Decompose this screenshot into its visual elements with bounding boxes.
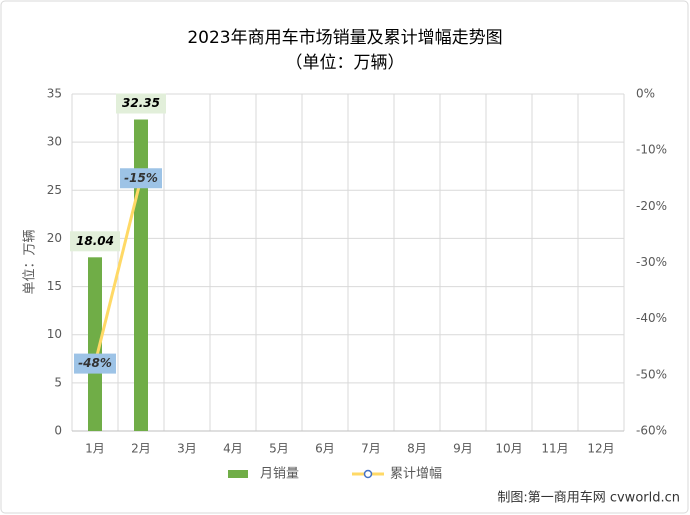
y2-tick-label: -60% [636, 424, 667, 438]
x-tick-label: 5月 [269, 442, 289, 456]
y-tick-label: 25 [47, 183, 62, 197]
legend-label: 累计增幅 [390, 467, 442, 482]
x-tick-label: 2月 [131, 442, 151, 456]
y-tick-label: 30 [47, 135, 62, 149]
y2-tick-label: -10% [636, 143, 667, 157]
y-axis-label: 单位：万辆 [23, 229, 38, 294]
x-tick-label: 11月 [541, 442, 568, 456]
y2-tick-label: -30% [636, 255, 667, 269]
line-label: -15% [124, 171, 158, 185]
x-tick-label: 1月 [85, 442, 105, 456]
legend-marker [363, 469, 373, 479]
bar [134, 119, 148, 431]
legend-label: 月销量 [260, 467, 299, 482]
legend-swatch [228, 470, 248, 478]
x-tick-label: 8月 [407, 442, 427, 456]
chart-subtitle: （单位：万辆） [286, 53, 405, 73]
y-tick-label: 0 [54, 424, 62, 438]
y-tick-label: 10 [47, 327, 62, 341]
bar [88, 257, 102, 431]
line-label-bg [74, 353, 116, 374]
y2-tick-label: -40% [636, 311, 667, 325]
bar-label-bg [70, 231, 120, 252]
line-label-bg [120, 168, 162, 189]
y2-tick-label: -50% [636, 367, 667, 381]
y-tick-label: 15 [47, 279, 62, 293]
x-tick-label: 4月 [223, 442, 243, 456]
x-tick-label: 10月 [495, 442, 522, 456]
source: 制图:第一商用车网 cvworld.cn [497, 490, 680, 506]
y2-tick-label: -20% [636, 199, 667, 213]
y-tick-label: 35 [47, 87, 62, 101]
x-tick-label: 12月 [587, 442, 614, 456]
y-tick-label: 5 [54, 375, 62, 389]
x-tick-label: 7月 [361, 442, 381, 456]
y2-tick-label: 0% [636, 87, 655, 101]
chart-title: 2023年商用车市场销量及累计增幅走势图 [187, 28, 502, 48]
line [93, 177, 143, 364]
line-label: -48% [78, 356, 112, 370]
bar-label: 32.35 [122, 96, 160, 110]
bar-label-bg [116, 93, 166, 114]
x-tick-label: 9月 [453, 442, 473, 456]
x-tick-label: 6月 [315, 442, 335, 456]
bar-label: 18.04 [76, 234, 114, 248]
y-tick-label: 20 [47, 231, 62, 245]
x-tick-label: 3月 [177, 442, 197, 456]
